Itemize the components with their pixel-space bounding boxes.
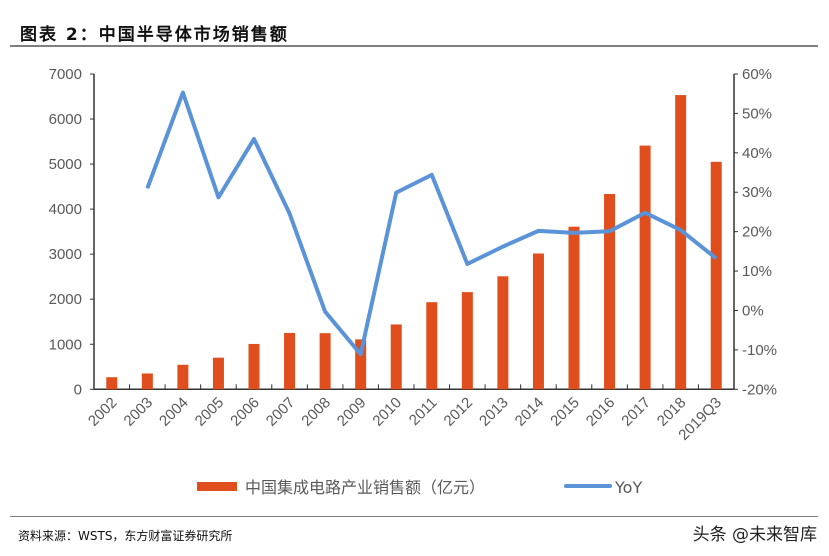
x-tick-label: 2009 <box>334 394 370 430</box>
legend-swatch-bar <box>197 482 237 491</box>
x-tick-label: 2011 <box>406 394 441 429</box>
x-tick-label: 2006 <box>227 394 263 430</box>
x-tick-label: 2005 <box>192 394 228 430</box>
bar-2019Q3 <box>710 161 722 390</box>
x-tick-label: 2016 <box>583 394 619 430</box>
left-tick-label: 2000 <box>49 291 82 308</box>
x-tick-label: 2017 <box>618 394 654 430</box>
right-tick-label: 10% <box>742 263 772 280</box>
bar-2017 <box>639 145 651 390</box>
bar-2008 <box>319 333 331 390</box>
right-tick-label: -20% <box>742 381 777 398</box>
left-tick-label: 6000 <box>49 111 82 128</box>
x-tick-label: 2003 <box>121 394 157 430</box>
source-note: 资料来源：WSTS，东方财富证券研究所 <box>18 529 233 543</box>
right-tick-label: 60% <box>742 66 772 83</box>
x-tick-label: 2008 <box>298 394 334 430</box>
left-tick-label: 7000 <box>49 66 82 83</box>
x-tick-label: 2010 <box>369 394 405 430</box>
bar-2016 <box>604 193 616 390</box>
bar-2004 <box>177 364 189 390</box>
x-tick-label: 2014 <box>512 394 548 430</box>
footer-divider <box>10 516 818 517</box>
right-tick-label: 20% <box>742 224 772 241</box>
bar-2018 <box>675 95 687 390</box>
bar-2015 <box>568 226 580 390</box>
right-tick-label: -10% <box>742 342 777 359</box>
left-tick-label: 4000 <box>49 201 82 218</box>
legend-label-bar: 中国集成电路产业销售额（亿元） <box>245 478 485 497</box>
x-tick-label: 2004 <box>156 394 192 430</box>
left-tick-label: 0 <box>74 381 82 398</box>
x-tick-label: 2013 <box>476 394 512 430</box>
bar-2002 <box>106 377 118 390</box>
bar-2011 <box>426 302 438 390</box>
bar-2012 <box>461 292 473 390</box>
x-tick-label: 2002 <box>85 394 121 430</box>
right-tick-label: 40% <box>742 145 772 162</box>
x-tick-label: 2012 <box>441 394 477 430</box>
left-tick-label: 5000 <box>49 156 82 173</box>
chart-svg: 0 1000 2000 3000 4000 5000 6000 7000 -20% -10% 0% 1… <box>49 66 777 497</box>
x-tick-label: 2007 <box>263 394 299 430</box>
bar-2014 <box>532 253 544 390</box>
right-tick-label: 50% <box>742 105 772 122</box>
bar-2003 <box>141 373 153 390</box>
figure-title: 图表 2：中国半导体市场销售额 <box>20 25 289 45</box>
right-tick-label: 0% <box>742 302 764 319</box>
right-tick-label: 30% <box>742 184 772 201</box>
bar-2006 <box>248 343 260 390</box>
title-divider <box>10 45 818 47</box>
left-tick-label: 3000 <box>49 246 82 263</box>
bar-2010 <box>390 324 402 390</box>
bar-2009 <box>355 339 367 390</box>
bar-2013 <box>497 276 509 390</box>
bar-2005 <box>212 357 224 390</box>
x-tick-label: 2015 <box>547 394 583 430</box>
bar-2007 <box>284 332 296 390</box>
legend-label-line: YoY <box>614 478 642 497</box>
watermark: 头条 @未来智库 <box>692 525 817 545</box>
left-tick-label: 1000 <box>49 336 82 353</box>
